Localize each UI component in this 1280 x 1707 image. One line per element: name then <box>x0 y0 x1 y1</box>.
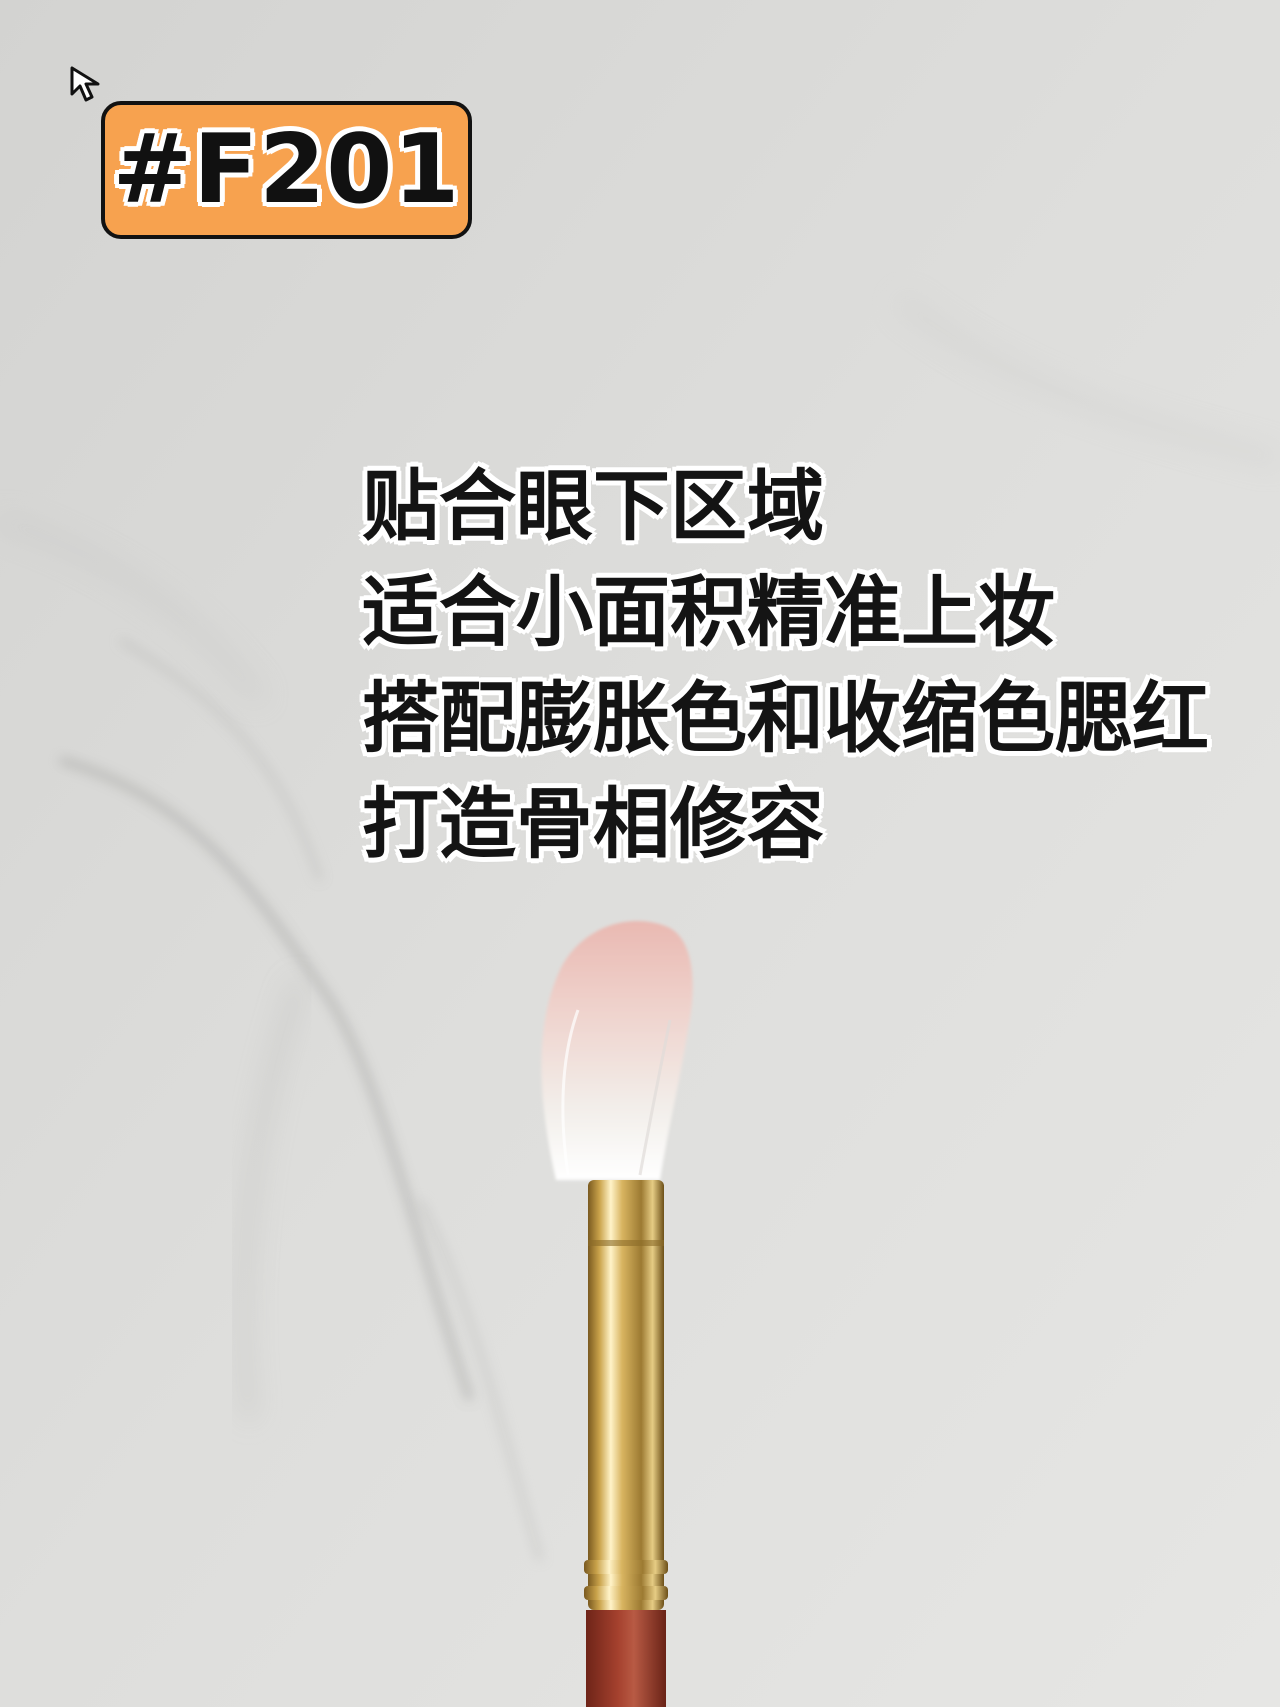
caption-line: 贴合眼下区域 <box>362 463 824 552</box>
caption-line: 搭配膨胀色和收缩色腮红 <box>362 675 1209 764</box>
marble-vein <box>417 1198 543 1561</box>
product-code-label: #F201 <box>112 114 461 225</box>
makeup-brush <box>541 921 693 1707</box>
marble-vein <box>118 638 322 881</box>
product-code-badge: #F201 <box>101 101 472 239</box>
caption-block: 贴合眼下区域 适合小面积精准上妆 搭配膨胀色和收缩色腮红 打造骨相修容 <box>362 455 1262 879</box>
cursor-pointer-icon <box>70 66 100 102</box>
caption-line: 打造骨相修容 <box>362 781 824 870</box>
marble-vein <box>59 757 473 1401</box>
marble-vein <box>896 295 1280 466</box>
caption-line: 适合小面积精准上妆 <box>362 569 1055 658</box>
brush-bristles <box>541 921 693 1180</box>
brush-ferrule <box>588 1180 664 1610</box>
marble-vein <box>0 515 264 704</box>
marble-vein <box>239 978 304 1421</box>
brush-handle <box>586 1610 666 1707</box>
